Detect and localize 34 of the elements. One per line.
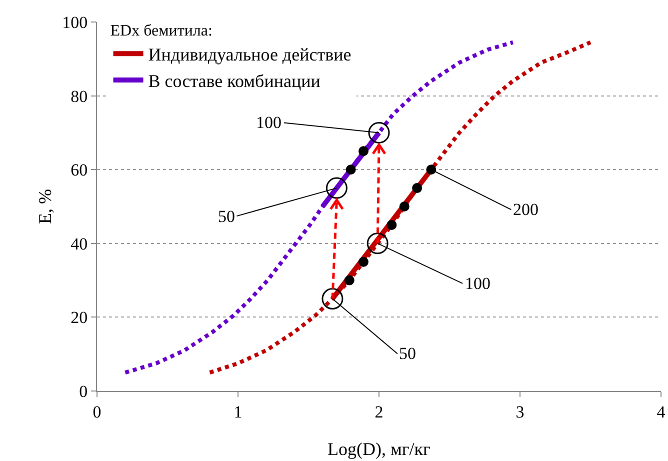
x-tick-label: 3 [516, 402, 524, 422]
x-tick-label: 1 [234, 402, 242, 422]
legend-label: Индивидуальное действие [148, 44, 352, 65]
point [399, 202, 410, 212]
y-tick-label: 0 [79, 382, 88, 401]
annotation: 100 [465, 274, 490, 293]
point [426, 164, 436, 175]
annotation: 50 [218, 207, 235, 226]
x-tick-label: 2 [374, 402, 384, 422]
point [346, 164, 356, 175]
annotation: 100 [256, 113, 282, 132]
legend-label: В составе комбинации [148, 71, 321, 92]
point [412, 183, 422, 194]
y-tick-label: 20 [70, 308, 88, 328]
point [322, 288, 344, 310]
x-tick-label: 0 [92, 402, 102, 422]
y-tick-label: 60 [70, 160, 88, 180]
legend-title: EDx бемитила: [110, 22, 212, 40]
x-tick-label: 4 [656, 402, 666, 422]
point [344, 275, 354, 286]
y-tick-label: 80 [70, 86, 88, 106]
point [368, 122, 390, 144]
y-tick-label: 40 [70, 234, 88, 254]
point [386, 220, 397, 230]
point [326, 177, 348, 199]
point [358, 256, 368, 267]
line-series [123, 40, 515, 375]
x-axis-title: Log(D), мг/кг [328, 439, 430, 459]
y-axis-title: E, % [35, 189, 55, 224]
point [358, 146, 368, 156]
point [366, 232, 388, 254]
annotation: 50 [399, 344, 416, 363]
annotation: 200 [513, 200, 538, 219]
y-tick-label: 100 [62, 12, 88, 32]
